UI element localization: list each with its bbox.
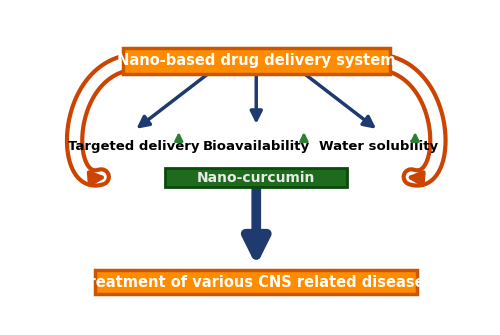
FancyBboxPatch shape [165, 168, 348, 187]
Text: Treatment of various CNS related diseases: Treatment of various CNS related disease… [80, 274, 433, 289]
Text: Targeted delivery: Targeted delivery [68, 139, 200, 152]
Text: Water solubility: Water solubility [319, 139, 438, 152]
Text: Nano-based drug delivery system: Nano-based drug delivery system [117, 53, 396, 68]
FancyBboxPatch shape [122, 48, 390, 74]
Text: Bioavailability: Bioavailability [202, 139, 310, 152]
FancyBboxPatch shape [96, 270, 417, 294]
Text: Nano-curcumin: Nano-curcumin [197, 171, 316, 185]
